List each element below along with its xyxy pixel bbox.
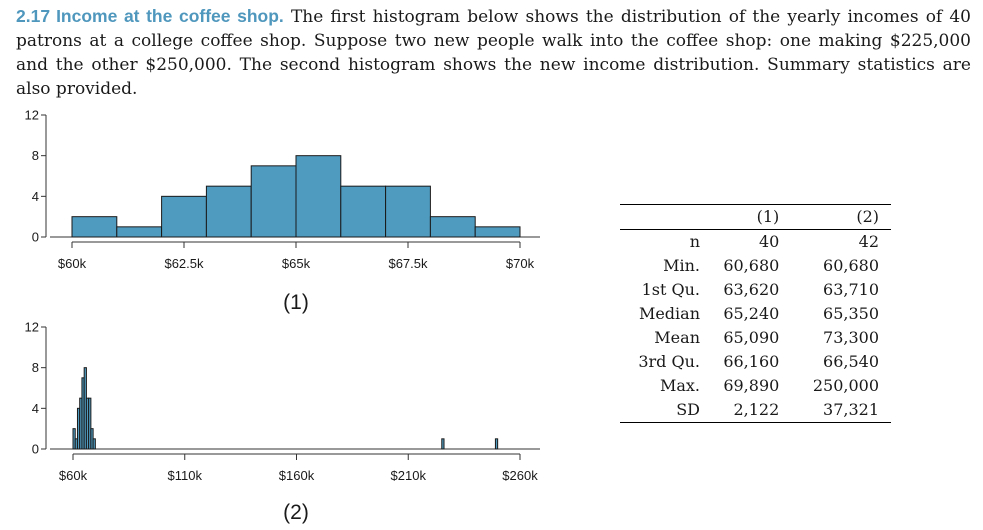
y-tick-label: 0 (32, 442, 39, 457)
value-col-1: 2,122 (733, 400, 780, 419)
value-col-1: 69,890 (723, 376, 780, 395)
histogram-bar (385, 185, 431, 238)
table-row: SD 2,122 37,321 (620, 398, 891, 423)
x-tick-label: $160k (279, 468, 315, 483)
y-tick-label: 8 (32, 148, 39, 163)
histogram-bar (205, 185, 252, 238)
histogram-bar (494, 438, 499, 450)
histogram-caption: (2) (283, 501, 309, 524)
x-tick-label: $67.5k (388, 256, 428, 271)
table-body: n 40 42 Min. 60,680 60,680 1st Qu. 63,620 63,710… (620, 230, 891, 423)
histogram-bar (88, 397, 92, 450)
value-col-2: 60,680 (823, 256, 879, 275)
histogram-bar (250, 165, 297, 238)
table-row: 1st Qu. 63,620 63,710 (620, 278, 891, 302)
row-label: 1st Qu. (641, 280, 700, 299)
histogram-bar (161, 195, 207, 238)
x-tick-label: $62.5k (164, 256, 204, 271)
x-tick-label: $70k (506, 256, 535, 271)
problem-statement: 2.17 Income at the coffee shop. The first… (16, 4, 971, 101)
histogram-bar (295, 155, 342, 238)
x-tick-label: $210k (391, 468, 427, 483)
histogram-bar (340, 185, 387, 238)
x-tick-label: $260k (502, 468, 538, 483)
table-row: Median 65,240 65,350 (620, 302, 891, 326)
y-tick-label: 4 (32, 401, 39, 416)
y-tick-label: 0 (32, 230, 39, 245)
table-header-blank (620, 204, 700, 230)
value-col-2: 250,000 (812, 376, 879, 395)
table-header-col-1: (1) (700, 204, 780, 230)
row-label: Min. (663, 256, 700, 275)
y-tick-label: 8 (32, 360, 39, 375)
value-col-1: 60,680 (723, 256, 780, 275)
table-row: Mean 65,090 73,300 (620, 326, 891, 350)
table-row: Min. 60,680 60,680 (620, 254, 891, 278)
x-tick-label: $60k (59, 468, 88, 483)
table-header-col-2: (2) (779, 204, 891, 230)
row-label: n (689, 232, 700, 251)
row-label: Mean (654, 328, 700, 347)
histogram-bar (474, 226, 521, 238)
histogram-bar (92, 438, 96, 450)
row-label: 3rd Qu. (638, 352, 700, 371)
table-row: Max. 69,890 250,000 (620, 374, 891, 398)
value-col-2: 65,350 (823, 304, 879, 323)
problem-title: Income at the coffee shop. (56, 6, 284, 26)
y-tick-label: 12 (25, 320, 39, 335)
y-tick-label: 12 (25, 108, 39, 123)
table-row: n 40 42 (620, 230, 891, 255)
summary-statistics-table: (1) (2) n 40 42 Min. 60,680 60,680 1st Qu. 63,6… (620, 204, 891, 423)
value-col-1: 65,090 (723, 328, 780, 347)
histogram-caption: (1) (283, 291, 309, 314)
value-col-1: 40 (758, 232, 780, 251)
value-col-2: 42 (858, 232, 879, 251)
value-col-2: 73,300 (823, 328, 879, 347)
problem-number: 2.17 (16, 6, 51, 26)
row-label: SD (676, 400, 700, 419)
histogram-bar (441, 438, 445, 450)
problem-body: The first histogram below shows the dist… (16, 7, 972, 99)
value-col-1: 66,160 (723, 352, 780, 371)
x-tick-label: $60k (58, 256, 87, 271)
x-tick-label: $110k (168, 468, 203, 483)
value-col-2: 63,710 (823, 280, 879, 299)
value-col-1: 63,620 (723, 280, 780, 299)
table-header-row: (1) (2) (620, 204, 891, 230)
value-col-2: 66,540 (823, 352, 879, 371)
value-col-1: 65,240 (723, 304, 780, 323)
value-col-2: 37,321 (823, 400, 879, 419)
row-label: Median (638, 304, 700, 323)
row-label: Max. (659, 376, 700, 395)
y-tick-label: 4 (32, 189, 39, 204)
x-tick-label: $65k (282, 256, 311, 271)
table-row: 3rd Qu. 66,160 66,540 (620, 350, 891, 374)
